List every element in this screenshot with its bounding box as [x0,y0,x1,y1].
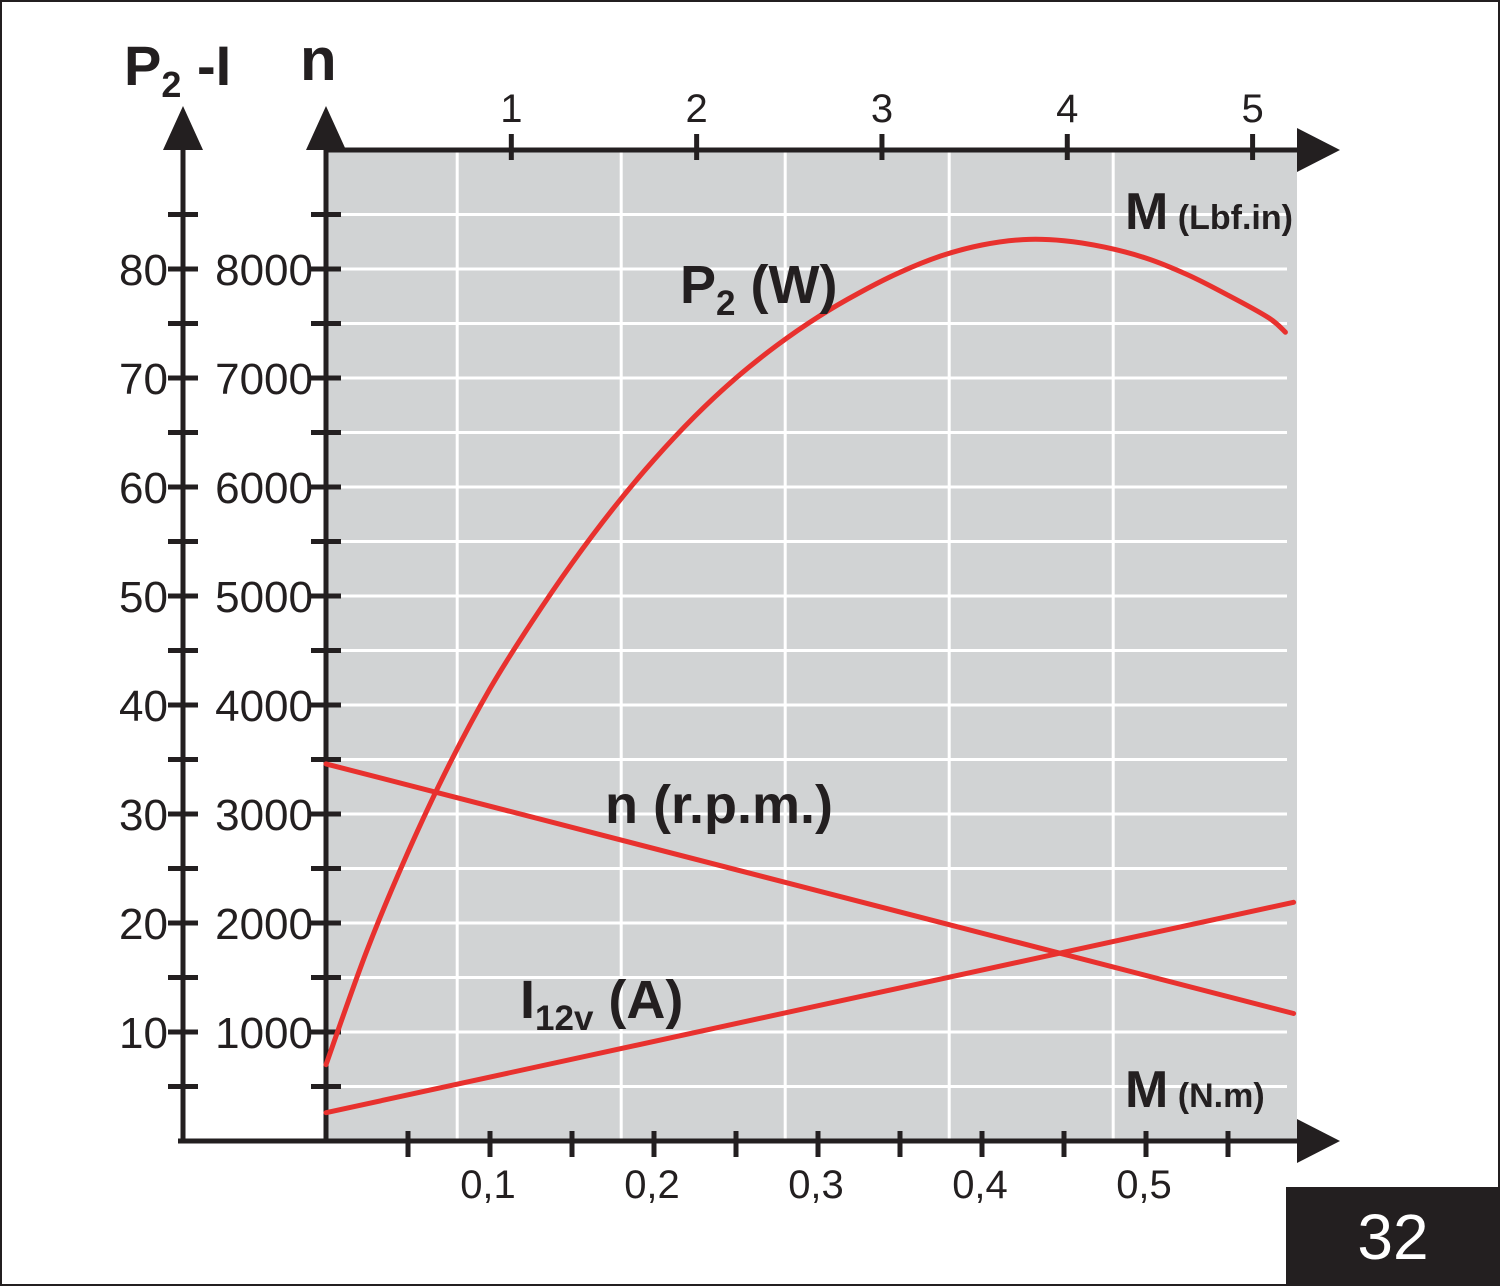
tick-label-x-lbfin: 2 [686,87,708,131]
arrow-top-axis [1297,128,1340,172]
arrow-n-axis [306,106,346,150]
axis-title-p2-i: P2 -I [124,34,231,105]
figure-number-badge: 32 [1286,1187,1500,1286]
tick-label-p2-i: 70 [119,355,168,404]
plot-area [326,150,1297,1141]
tick-label-n: 5000 [215,573,313,622]
axes [178,128,1307,1144]
tick-label-p2-i: 50 [119,573,168,622]
tick-label-x-lbfin: 3 [871,87,893,131]
tick-label-x-nm: 0,5 [1116,1163,1172,1207]
tick-label-p2-i: 10 [119,1009,168,1058]
tick-label-x-nm: 0,4 [952,1163,1008,1207]
arrow-bottom-axis [1297,1119,1340,1163]
series-label: I12v (A) [520,970,683,1038]
tick-label-n: 2000 [215,900,313,949]
axis-title-top: M (Lbf.in) [1125,183,1293,241]
tick-label-n: 4000 [215,682,313,731]
tick-label-x-lbfin: 5 [1241,87,1263,131]
series-line [323,761,1297,1016]
ticks [168,134,1256,1157]
tick-label-x-nm: 0,2 [624,1163,680,1207]
axis-title-bottom: M (N.m) [1125,1061,1265,1119]
tick-label-p2-i: 20 [119,900,168,949]
tick-label-n: 8000 [215,246,313,295]
series-label: P2 (W) [680,255,837,323]
figure-number: 32 [1357,1200,1429,1273]
tick-label-x-nm: 0,1 [460,1163,516,1207]
tick-label-n: 7000 [215,355,313,404]
arrow-p2-i-axis [163,106,203,150]
axis-title-n: n [300,26,337,93]
tick-label-p2-i: 60 [119,464,168,513]
tick-label-p2-i: 80 [119,246,168,295]
series-line [323,899,1297,1116]
tick-label-n: 1000 [215,1009,313,1058]
tick-label-x-lbfin: 4 [1056,87,1078,131]
tick-label-n: 6000 [215,464,313,513]
tick-label-x-nm: 0,3 [788,1163,844,1207]
tick-label-n: 3000 [215,791,313,840]
tick-label-p2-i: 30 [119,791,168,840]
tick-label-x-lbfin: 1 [500,87,522,131]
series-label: n (r.p.m.) [605,775,833,835]
tick-label-p2-i: 40 [119,682,168,731]
series-line [323,236,1288,1068]
